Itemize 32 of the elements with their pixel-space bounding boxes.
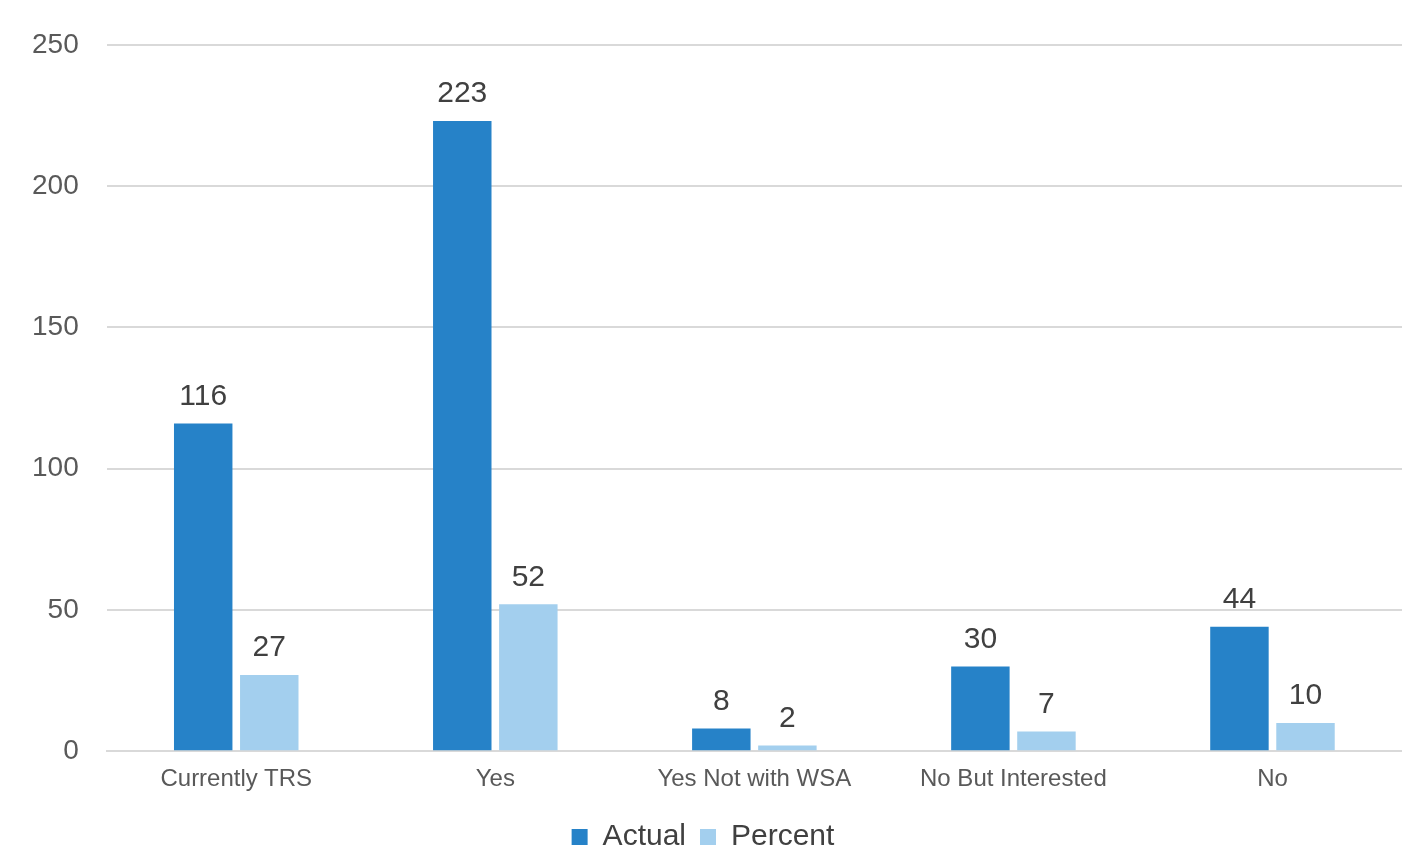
- bar: [173, 423, 233, 751]
- x-tick-label: No But Interested: [920, 764, 1107, 792]
- data-label: 223: [437, 75, 488, 109]
- x-tick-label: Yes: [475, 764, 515, 792]
- bar: [951, 666, 1010, 751]
- bar: [433, 121, 492, 751]
- bar: [1210, 626, 1269, 751]
- y-tick-label: 50: [47, 592, 79, 624]
- y-tick-label: 0: [63, 733, 79, 765]
- y-tick-label: 200: [32, 168, 79, 200]
- x-tick-label: Yes Not with WSA: [657, 764, 852, 792]
- y-tick-label: 250: [32, 27, 79, 59]
- data-label: 116: [179, 377, 228, 411]
- legend-label: Actual: [602, 818, 687, 852]
- data-label: 10: [1288, 677, 1323, 711]
- bar: [240, 674, 299, 751]
- y-tick-label: 150: [32, 310, 79, 342]
- data-label: 44: [1222, 581, 1257, 615]
- data-label: 8: [712, 682, 730, 716]
- data-label: 27: [252, 629, 286, 663]
- legend-label: Percent: [731, 818, 836, 852]
- bar: [499, 604, 558, 751]
- y-tick-label: 100: [32, 451, 79, 483]
- data-label: 7: [1038, 685, 1055, 719]
- data-label: 2: [779, 699, 796, 733]
- data-label: 30: [963, 620, 998, 654]
- bar: [1276, 722, 1335, 751]
- x-tick-label: Currently TRS: [160, 764, 313, 792]
- bar: [1017, 731, 1076, 751]
- x-tick-label: No: [1257, 764, 1288, 792]
- data-label: 52: [511, 558, 546, 592]
- bar: [692, 728, 751, 751]
